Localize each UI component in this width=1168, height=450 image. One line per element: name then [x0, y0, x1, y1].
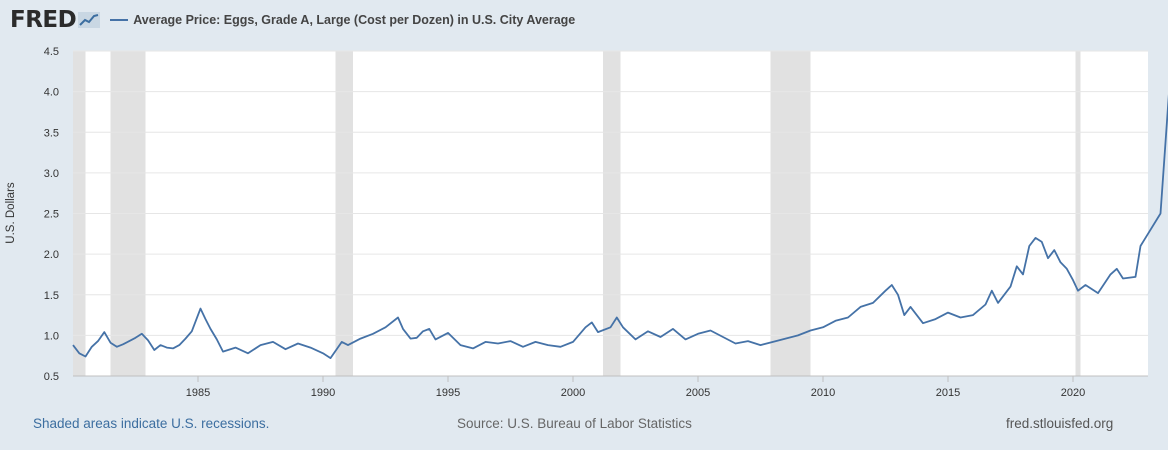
site-link[interactable]: fred.stlouisfed.org — [1006, 416, 1114, 431]
source-note[interactable]: Source: U.S. Bureau of Labor Statistics — [457, 416, 692, 431]
x-tick-label: 1995 — [436, 387, 460, 399]
x-tick-label: 2020 — [1061, 387, 1085, 399]
recession-note[interactable]: Shaded areas indicate U.S. recessions. — [33, 416, 270, 431]
legend-swatch — [110, 19, 129, 21]
y-tick-label: 2.5 — [44, 209, 59, 221]
legend-label: Average Price: Eggs, Grade A, Large (Cos… — [133, 13, 576, 27]
y-tick-label: 1.0 — [44, 330, 59, 342]
series-line — [72, 94, 1168, 360]
y-tick-label: 3.0 — [44, 168, 59, 180]
x-tick-label: 2010 — [811, 387, 835, 399]
logo-text: FRED — [10, 7, 77, 33]
y-axis-title: U.S. Dollars — [5, 182, 17, 244]
fred-logo[interactable]: FRED — [10, 7, 101, 33]
y-tick-label: 4.5 — [44, 46, 59, 58]
y-tick-label: 3.5 — [44, 127, 59, 139]
x-tick-label: 2000 — [561, 387, 585, 399]
y-tick-label: 2.0 — [44, 249, 59, 261]
y-tick-label: 1.5 — [44, 290, 59, 302]
chart-header: FRED Average Price: Eggs, Grade A, Large… — [10, 6, 575, 34]
legend: Average Price: Eggs, Grade A, Large (Cos… — [110, 13, 575, 27]
y-tick-label: 0.5 — [44, 371, 59, 383]
logo-chart-icon — [78, 12, 101, 28]
x-tick-label: 2015 — [936, 387, 960, 399]
y-tick-label: 4.0 — [44, 87, 59, 99]
x-tick-label: 1985 — [186, 387, 210, 399]
x-tick-label: 2005 — [686, 387, 710, 399]
y-axis-title-wrap: U.S. Dollars — [5, 182, 17, 243]
x-tick-label: 1990 — [311, 387, 335, 399]
